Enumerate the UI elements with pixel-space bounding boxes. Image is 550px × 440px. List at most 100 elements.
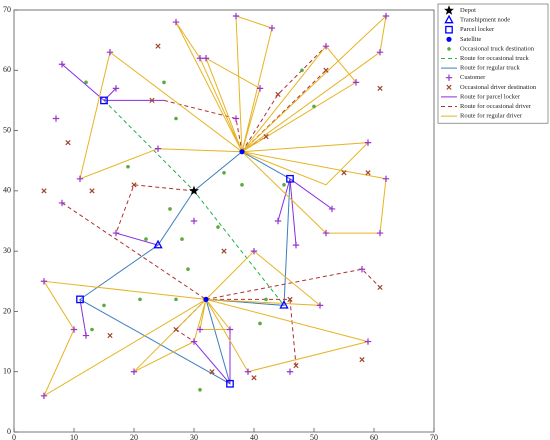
marker-plus	[196, 55, 204, 62]
x-tick-label: 50	[310, 433, 318, 440]
legend-label: Customer	[460, 74, 486, 81]
marker-plus	[130, 368, 138, 375]
marker-dot	[300, 68, 304, 73]
marker-cross	[359, 357, 365, 363]
y-tick-label: 60	[3, 65, 11, 74]
marker-dot	[102, 303, 106, 308]
marker-dot	[240, 183, 244, 187]
marker-cross	[107, 332, 113, 339]
marker-plus	[190, 217, 198, 225]
marker-cross	[173, 326, 179, 333]
marker-cross	[377, 85, 383, 91]
marker-dot	[162, 80, 166, 85]
marker-plus	[292, 241, 300, 249]
marker-plus	[172, 18, 180, 26]
marker-dot	[84, 80, 88, 85]
marker-cross	[446, 84, 452, 90]
legend-label: Parcel locker	[460, 26, 495, 33]
marker-triangle	[153, 239, 163, 249]
y-tick-label: 10	[3, 367, 11, 376]
marker-dot	[186, 267, 190, 272]
marker-plus	[322, 229, 330, 237]
legend: Depot Transhipment node Parcel locker Satel…	[437, 3, 549, 124]
marker-plus	[445, 74, 453, 81]
y-tick-label: 20	[3, 306, 11, 315]
marker-plus	[244, 368, 252, 375]
marker-plus	[76, 175, 84, 182]
y-tick-label: 50	[3, 125, 11, 134]
marker-plus	[364, 338, 372, 345]
marker-dot	[264, 297, 268, 302]
marker-cross	[155, 43, 161, 49]
marker-plus	[226, 326, 234, 333]
marker-plus	[274, 217, 282, 225]
marker-plus	[286, 368, 294, 375]
marker-plus	[316, 302, 324, 309]
marker-dot	[138, 297, 142, 302]
marker-cross	[209, 369, 215, 375]
marker-plus	[40, 278, 48, 285]
x-tick-label: 60	[370, 433, 378, 440]
marker-triangle	[279, 300, 289, 309]
x-tick-label: 20	[130, 433, 138, 440]
marker-cross	[65, 140, 71, 146]
marker-plus	[382, 175, 390, 182]
marker-dot	[258, 321, 262, 326]
marker-dot	[126, 164, 130, 169]
marker-dot	[239, 149, 245, 155]
marker-dot	[174, 297, 178, 302]
x-tick-label: 0	[12, 433, 16, 440]
marker-dot	[180, 237, 184, 241]
legend-label: Route for parcel locker	[460, 93, 521, 100]
marker-dot	[90, 327, 94, 332]
marker-cross	[293, 363, 299, 369]
y-tick-label: 30	[3, 246, 11, 255]
marker-dot	[203, 296, 209, 302]
legend-label: Depot	[460, 7, 476, 14]
marker-plus	[106, 49, 114, 56]
marker-cross	[89, 188, 95, 194]
marker-dot	[312, 104, 316, 109]
legend-label: Satellite	[460, 36, 481, 43]
marker-plus	[376, 229, 384, 237]
y-tick-label: 0	[7, 427, 11, 436]
legend-label: Route for regular truck	[460, 65, 520, 72]
marker-star	[189, 185, 199, 196]
route	[61, 63, 333, 385]
marker-plus	[322, 42, 330, 50]
marker-plus	[112, 85, 120, 92]
marker-plus	[40, 392, 48, 400]
marker-dot	[446, 36, 452, 42]
marker-dot	[282, 183, 286, 187]
marker-plus	[376, 49, 384, 56]
marker-plus	[256, 85, 264, 92]
marker-dot	[168, 207, 172, 211]
marker-plus	[70, 326, 78, 333]
marker-plus	[358, 266, 366, 273]
marker-plus	[58, 199, 66, 207]
marker-plus	[352, 79, 360, 86]
marker-plus	[328, 205, 336, 213]
marker-cross	[251, 375, 257, 381]
marker-plus	[250, 247, 258, 255]
marker-square	[100, 96, 108, 105]
marker-cross	[365, 170, 371, 176]
marker-square	[445, 25, 453, 34]
marker-plus	[112, 229, 120, 237]
x-tick-label: 70	[430, 433, 438, 440]
legend-box	[437, 3, 549, 124]
marker-cross	[221, 248, 227, 254]
y-tick-label: 70	[3, 5, 11, 14]
marker-plus	[196, 326, 204, 333]
marker-cross	[275, 91, 281, 98]
x-tick-label: 40	[250, 433, 258, 440]
marker-plus	[382, 12, 390, 20]
marker-cross	[341, 170, 347, 176]
marker-plus	[82, 332, 90, 339]
marker-cross	[41, 188, 47, 194]
marker-plus	[202, 55, 210, 62]
marker-plus	[232, 115, 240, 122]
marker-plus	[58, 61, 66, 68]
marker-plus	[154, 145, 162, 152]
